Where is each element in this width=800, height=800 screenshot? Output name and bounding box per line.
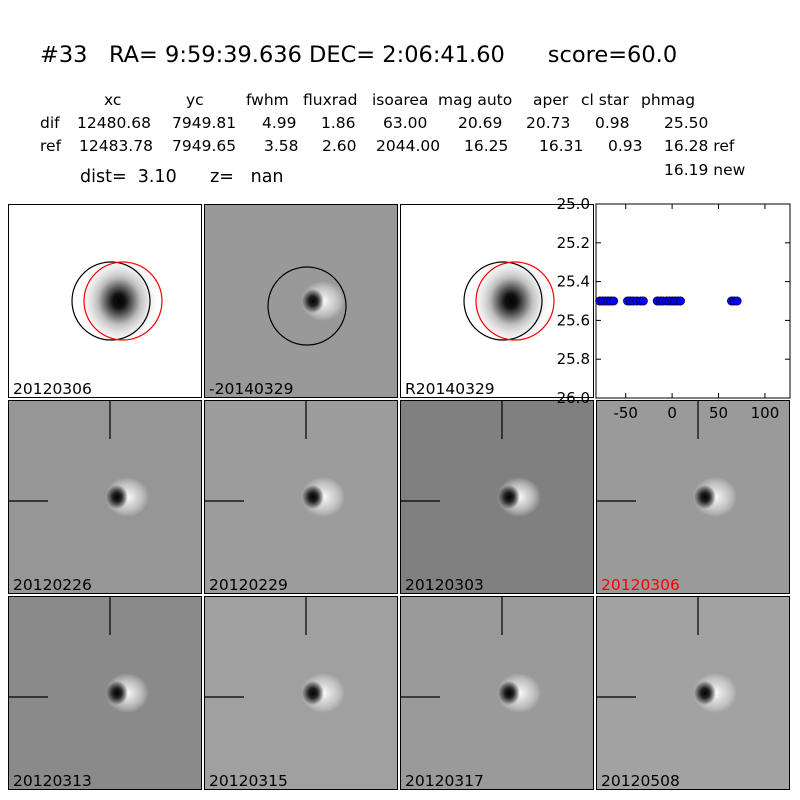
cutout-image	[401, 401, 541, 517]
ref-isoarea: 2044.00	[376, 137, 441, 155]
aperture-circle	[267, 266, 347, 346]
new-phmag: 16.19 new	[664, 161, 746, 179]
panel-date-label: 20120226	[13, 576, 92, 594]
dif-yc: 7949.81	[172, 114, 237, 132]
x-tick-label: 0	[667, 404, 677, 422]
data-point	[609, 296, 619, 306]
cutout-image	[9, 401, 149, 517]
image-panel: 20120229	[204, 400, 398, 594]
col-mag-auto: mag auto	[438, 91, 513, 109]
panel-date-label: 20120315	[209, 772, 288, 790]
panel-date-label: -20140329	[209, 380, 294, 398]
col-phmag: phmag	[641, 91, 696, 109]
star-source	[469, 255, 553, 347]
ref-xc: 12483.78	[79, 137, 153, 155]
cutout-image	[401, 597, 541, 713]
panel-date-label: 20120313	[13, 772, 92, 790]
y-tick-label: 26.0	[557, 389, 590, 407]
aperture-circle	[71, 261, 151, 341]
dif-isoarea: 63.00	[383, 114, 428, 132]
col-fluxrad: fluxrad	[303, 91, 358, 109]
data-point	[732, 296, 742, 306]
cutout-image	[71, 255, 163, 347]
reference-circle	[83, 261, 163, 341]
image-panel: 20120306	[596, 400, 790, 594]
image-panel: 20120317	[400, 596, 594, 790]
cutout-image	[205, 597, 345, 713]
cutout-image	[205, 401, 345, 517]
ref-aper: 16.31	[539, 137, 584, 155]
residual-dark	[106, 681, 128, 705]
data-point	[638, 296, 648, 306]
col-yc: yc	[186, 91, 204, 109]
cutout-image	[267, 266, 347, 346]
y-tick-label: 25.2	[557, 234, 590, 252]
ref-mag-auto: 16.25	[464, 137, 509, 155]
residual-dark	[498, 485, 520, 509]
residual-dark	[106, 485, 128, 509]
panel-date-label: 20120317	[405, 772, 484, 790]
dif-fwhm: 4.99	[262, 114, 297, 132]
star-source	[77, 255, 161, 347]
image-panel: 20120313	[8, 596, 202, 790]
aperture-circle	[463, 261, 543, 341]
ref-cl-star: 0.93	[608, 137, 643, 155]
ref-yc: 7949.65	[172, 137, 237, 155]
image-panel: 20120306	[8, 204, 202, 398]
col-xc: xc	[104, 91, 122, 109]
cutout-image	[463, 255, 555, 347]
panel-date-label: R20140329	[405, 380, 495, 398]
residual-dark	[302, 289, 324, 313]
col-cl-star: cl star	[581, 91, 629, 109]
ref-label: ref	[40, 137, 62, 155]
dif-xc: 12480.68	[77, 114, 151, 132]
image-panel: 20120303	[400, 400, 594, 594]
dif-fluxrad: 1.86	[321, 114, 356, 132]
ref-phmag: 16.28 ref	[664, 137, 735, 155]
cutout-image	[9, 597, 149, 713]
reference-circle	[475, 261, 555, 341]
cutout-image	[597, 401, 737, 517]
dif-label: dif	[40, 114, 60, 132]
panel-date-label: 20120229	[209, 576, 288, 594]
image-panel: -20140329	[204, 204, 398, 398]
dif-aper: 20.73	[526, 114, 571, 132]
y-tick-label: 25.8	[557, 350, 590, 368]
ref-fluxrad: 2.60	[322, 137, 357, 155]
residual-dark	[302, 681, 324, 705]
image-panel: R20140329	[400, 204, 594, 398]
panel-date-label: 20120306	[13, 380, 92, 398]
col-isoarea: isoarea	[372, 91, 429, 109]
dist-z-line: dist= 3.10 z= nan	[80, 167, 284, 187]
y-tick-label: 25.6	[557, 311, 590, 329]
data-point	[675, 296, 685, 306]
panel-date-label: 20120303	[405, 576, 484, 594]
cutout-image	[597, 597, 737, 713]
dif-phmag: 25.50	[664, 114, 709, 132]
residual-dark	[498, 681, 520, 705]
x-tick-label: -50	[613, 404, 638, 422]
x-tick-label: 50	[709, 404, 728, 422]
ref-fwhm: 3.58	[264, 137, 299, 155]
image-panel: 20120315	[204, 596, 398, 790]
panel-date-label: 20120508	[601, 772, 680, 790]
residual-dark	[694, 681, 716, 705]
panel-date-label: 20120306	[601, 576, 680, 594]
col-aper: aper	[533, 91, 569, 109]
col-fwhm: fwhm	[246, 91, 289, 109]
residual-dark	[302, 485, 324, 509]
y-tick-label: 25.4	[557, 273, 590, 291]
dif-cl-star: 0.98	[595, 114, 630, 132]
residual-dark	[694, 485, 716, 509]
dif-mag-auto: 20.69	[458, 114, 503, 132]
x-tick-label: 100	[751, 404, 780, 422]
page-title: #33 RA= 9:59:39.636 DEC= 2:06:41.60 scor…	[40, 42, 678, 68]
y-tick-label: 25.0	[557, 195, 590, 213]
image-panel: 20120508	[596, 596, 790, 790]
image-panel: 20120226	[8, 400, 202, 594]
